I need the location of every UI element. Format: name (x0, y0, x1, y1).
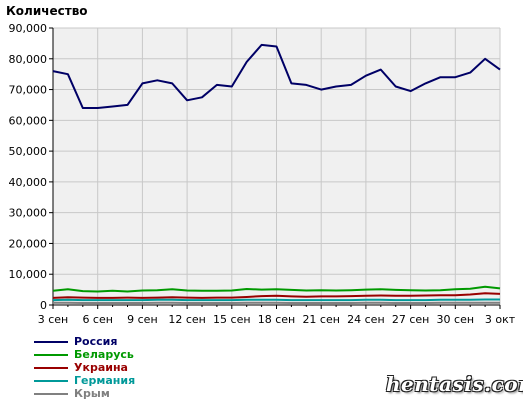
x-tick-label: 27 сен (392, 313, 430, 326)
y-tick-label: 60,000 (9, 114, 48, 127)
y-tick-label: 40,000 (9, 176, 48, 189)
x-tick-label: 15 сен (213, 313, 251, 326)
legend-swatch (34, 353, 68, 356)
legend-swatch (34, 392, 68, 395)
x-tick-label: 18 сен (258, 313, 296, 326)
legend-swatch (34, 379, 68, 382)
y-axis-title: Количество (6, 4, 88, 18)
legend-item: Украина (34, 361, 135, 374)
x-tick-label: 24 сен (347, 313, 385, 326)
legend-item: Крым (34, 387, 135, 400)
x-tick-label: 9 сен (127, 313, 158, 326)
x-tick-label: 30 сен (437, 313, 475, 326)
y-tick-label: 80,000 (9, 53, 48, 66)
y-tick-label: 70,000 (9, 84, 48, 97)
legend-label: Крым (74, 387, 110, 400)
legend-item: Германия (34, 374, 135, 387)
x-tick-label: 3 окт (485, 313, 516, 326)
legend-swatch (34, 340, 68, 343)
x-tick-label: 3 сен (38, 313, 69, 326)
series-line (52, 43, 501, 109)
watermark-logo: hentasis.com (386, 372, 523, 396)
legend-swatch (34, 366, 68, 369)
legend-item: Россия (34, 335, 135, 348)
legend-item: Беларусь (34, 348, 135, 361)
legend: Россия Беларусь Украина Германия Крым (34, 335, 135, 400)
legend-label: Беларусь (74, 348, 134, 361)
x-tick-label: 12 сен (168, 313, 206, 326)
series-line (52, 285, 501, 293)
y-tick-label: 10,000 (9, 268, 48, 281)
x-tick-label: 21 сен (302, 313, 340, 326)
y-tick-label: 50,000 (9, 145, 48, 158)
x-tick-label: 6 сен (82, 313, 113, 326)
legend-label: Украина (74, 361, 128, 374)
y-tick-label: 20,000 (9, 237, 48, 250)
series-line (52, 292, 501, 299)
y-tick-label: 90,000 (9, 22, 48, 35)
legend-label: Россия (74, 335, 118, 348)
y-tick-label: 0 (40, 299, 47, 312)
y-tick-label: 30,000 (9, 207, 48, 220)
series-line (52, 298, 500, 302)
legend-label: Германия (74, 374, 136, 387)
